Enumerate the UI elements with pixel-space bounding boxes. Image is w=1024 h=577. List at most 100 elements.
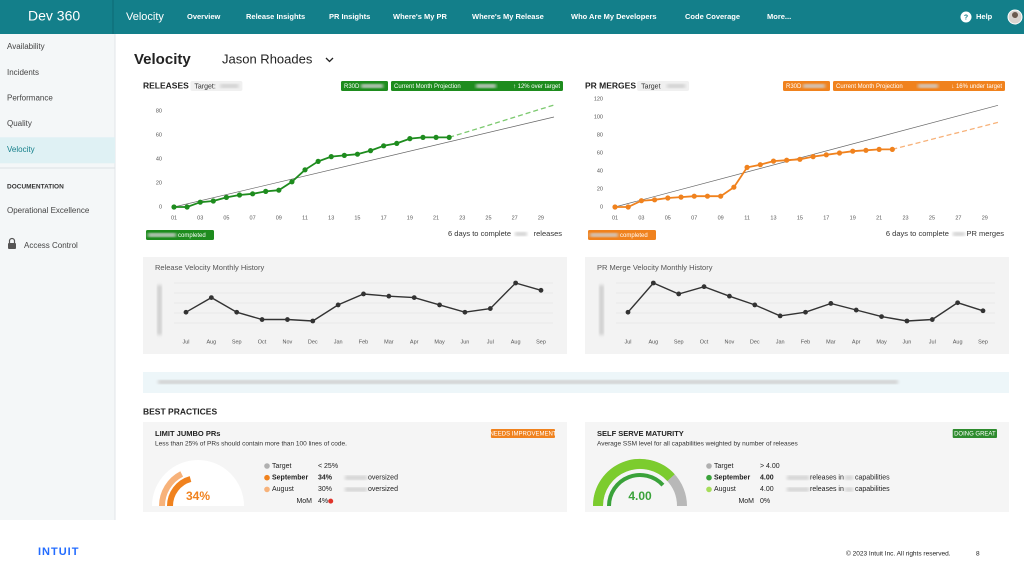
- redacted: [158, 380, 898, 384]
- target-label: Target:: [194, 83, 215, 90]
- point: [250, 191, 256, 197]
- legend-label: Target: [714, 463, 734, 470]
- point: [744, 164, 750, 170]
- gauge-value: 34%: [186, 489, 210, 503]
- y-tick-label: 0: [159, 204, 162, 210]
- point: [803, 309, 808, 315]
- x-tick-label: 17: [823, 215, 829, 221]
- sidebar-link[interactable]: Access Control: [24, 241, 78, 250]
- legend-dot: [264, 463, 270, 469]
- point: [263, 188, 269, 194]
- redacted: [515, 232, 527, 236]
- x-tick-label: 15: [354, 215, 360, 221]
- remaining-unit: releases: [534, 229, 563, 238]
- nav-link[interactable]: PR Insights: [329, 12, 370, 21]
- point: [197, 199, 203, 205]
- legend-label: August: [714, 486, 736, 493]
- legend-dot: [706, 486, 712, 493]
- status-badge: [490, 429, 555, 438]
- point: [315, 158, 321, 164]
- nav-link[interactable]: Who Are My Developers: [571, 12, 657, 21]
- x-tick-label: Dec: [308, 339, 318, 345]
- nav-link[interactable]: Release Insights: [246, 12, 305, 21]
- point: [223, 194, 230, 200]
- history-title: PR Merge Velocity Monthly History: [597, 263, 713, 272]
- sidebar-link[interactable]: Incidents: [7, 68, 39, 77]
- nav-link[interactable]: Where's My PR: [393, 12, 447, 21]
- help-link[interactable]: Help: [976, 12, 993, 21]
- redacted: [148, 233, 176, 237]
- nav-link[interactable]: Overview: [187, 12, 221, 21]
- legend-value: 34%: [318, 475, 333, 482]
- nav-link[interactable]: Where's My Release: [472, 12, 544, 21]
- nav-link[interactable]: More...: [767, 12, 791, 21]
- redacted: [845, 475, 853, 480]
- x-tick-label: Aug: [953, 339, 963, 345]
- y-tick-label: 100: [594, 114, 603, 120]
- point: [863, 147, 869, 153]
- user-select[interactable]: Jason Rhoades: [222, 51, 313, 66]
- point: [302, 167, 308, 173]
- x-tick-label: 25: [485, 215, 491, 221]
- redacted-axis: [599, 285, 604, 335]
- x-tick-label: 29: [982, 215, 988, 221]
- point: [354, 151, 361, 157]
- point: [236, 192, 243, 198]
- sidebar-link[interactable]: Availability: [7, 42, 45, 51]
- x-tick-label: Dec: [750, 339, 760, 345]
- sidebar-link[interactable]: Performance: [7, 94, 53, 103]
- x-tick-label: Jul: [487, 339, 494, 345]
- x-tick-label: Oct: [258, 339, 267, 345]
- remaining-text: 6 days to complete: [448, 229, 511, 238]
- x-tick-label: 19: [407, 215, 413, 221]
- sidebar-link[interactable]: Quality: [7, 119, 32, 128]
- point: [285, 317, 290, 322]
- x-tick-label: Jun: [902, 339, 911, 345]
- x-tick-label: Aug: [648, 339, 658, 345]
- status-badge-text: DOING GREAT: [954, 432, 996, 438]
- y-tick-label: 20: [597, 186, 603, 192]
- point: [665, 195, 671, 201]
- point: [328, 154, 334, 160]
- projection-change: ↑ 12% over target: [513, 84, 560, 90]
- x-tick-label: Sep: [978, 339, 988, 345]
- point: [538, 287, 544, 293]
- point: [208, 295, 214, 301]
- active-item: [0, 137, 115, 164]
- redacted: [787, 475, 809, 480]
- point: [341, 152, 347, 158]
- x-tick-label: 07: [691, 215, 697, 221]
- nav-link[interactable]: Code Coverage: [685, 12, 740, 21]
- point: [394, 140, 400, 146]
- x-tick-label: Apr: [852, 339, 861, 345]
- x-tick-label: Jun: [460, 339, 469, 345]
- x-tick-label: 01: [171, 215, 177, 221]
- sidebar-link[interactable]: Velocity: [7, 145, 35, 154]
- point: [171, 204, 177, 210]
- point: [381, 143, 387, 149]
- x-tick-label: 03: [197, 215, 203, 221]
- legend-value: < 25%: [318, 463, 338, 470]
- help-icon[interactable]: [960, 11, 972, 23]
- legend-text: releases in: [810, 486, 844, 493]
- point: [889, 146, 895, 152]
- x-tick-label: Jan: [776, 339, 785, 345]
- legend-label: MoM: [296, 498, 312, 505]
- dropdown-caret: [325, 57, 334, 63]
- point: [810, 154, 816, 160]
- remaining-text: 6 days to complete: [886, 229, 949, 238]
- x-tick-label: 25: [929, 215, 935, 221]
- point: [183, 309, 189, 315]
- x-tick-label: 21: [876, 215, 882, 221]
- card-title: LIMIT JUMBO PRs: [155, 429, 220, 438]
- legend-value: 0%: [760, 498, 770, 505]
- x-tick-label: 11: [744, 215, 750, 221]
- section-link[interactable]: Velocity: [126, 11, 164, 23]
- target-pill: [190, 81, 243, 91]
- projection-badge-text: Current Month Projection: [836, 84, 903, 90]
- completed-badge: [146, 230, 214, 240]
- sidebar-link[interactable]: Operational Excellence: [7, 206, 90, 215]
- sidebar-section: DOCUMENTATION: [7, 184, 64, 191]
- x-tick-label: 03: [638, 215, 644, 221]
- legend-label: September: [714, 475, 750, 482]
